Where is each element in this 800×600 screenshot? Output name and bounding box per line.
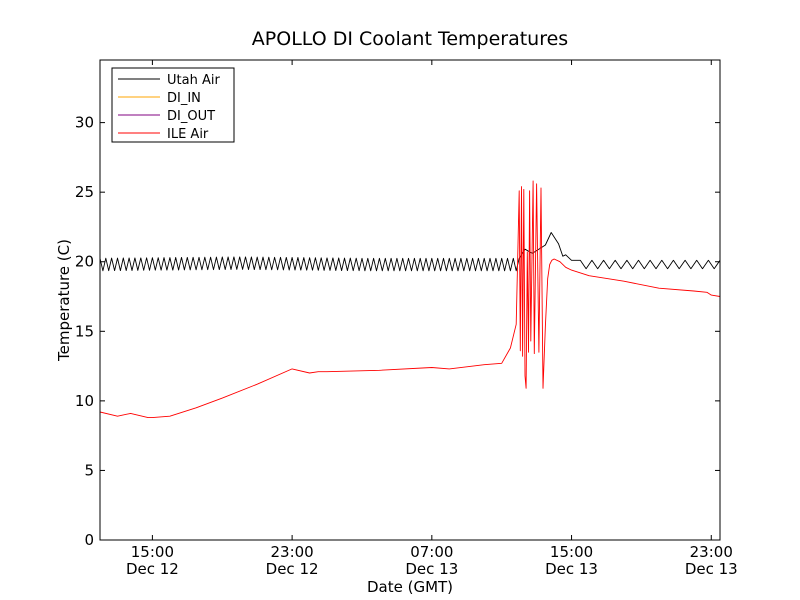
x-tick-label-time: 23:00 — [690, 543, 733, 561]
series-line-ile-air — [100, 180, 720, 419]
chart-title: APOLLO DI Coolant Temperatures — [252, 28, 568, 50]
series-line-utah-air — [100, 232, 720, 272]
series-layer — [100, 180, 720, 419]
x-tick-label-time: 07:00 — [410, 543, 453, 561]
y-tick-label: 30 — [75, 114, 94, 132]
y-tick-label: 0 — [84, 531, 94, 549]
legend-label-ile-air: ILE Air — [167, 127, 209, 142]
x-tick-label-time: 15:00 — [131, 543, 174, 561]
x-tick-label-date: Dec 13 — [545, 560, 598, 578]
x-axis-label: Date (GMT) — [367, 578, 453, 596]
x-tick-label-date: Dec 13 — [405, 560, 458, 578]
legend-entry-ile-air: ILE Air — [118, 127, 209, 142]
y-tick-label: 10 — [75, 392, 94, 410]
legend-entry-di-in: DI_IN — [118, 91, 201, 106]
legend-label-di-out: DI_OUT — [167, 109, 215, 124]
legend-label-di-in: DI_IN — [167, 91, 201, 106]
y-tick-label: 20 — [75, 253, 94, 271]
legend-entry-di-out: DI_OUT — [118, 109, 215, 124]
legend: Utah Air DI_IN DI_OUT ILE Air — [111, 67, 235, 143]
y-tick-label: 25 — [75, 183, 94, 201]
y-tick-label: 15 — [75, 322, 94, 340]
x-tick-label-time: 15:00 — [550, 543, 593, 561]
y-axis-label: Temperature (C) — [55, 239, 73, 362]
legend-entry-utah-air: Utah Air — [118, 73, 220, 88]
legend-label-utah-air: Utah Air — [167, 73, 220, 88]
x-tick-label-time: 23:00 — [270, 543, 313, 561]
plot-frame — [99, 59, 721, 541]
y-tick-label: 5 — [84, 461, 94, 479]
legend-box — [111, 67, 235, 143]
x-tick-label-date: Dec 12 — [126, 560, 179, 578]
x-tick-label-date: Dec 12 — [266, 560, 319, 578]
x-tick-label-date: Dec 13 — [685, 560, 738, 578]
